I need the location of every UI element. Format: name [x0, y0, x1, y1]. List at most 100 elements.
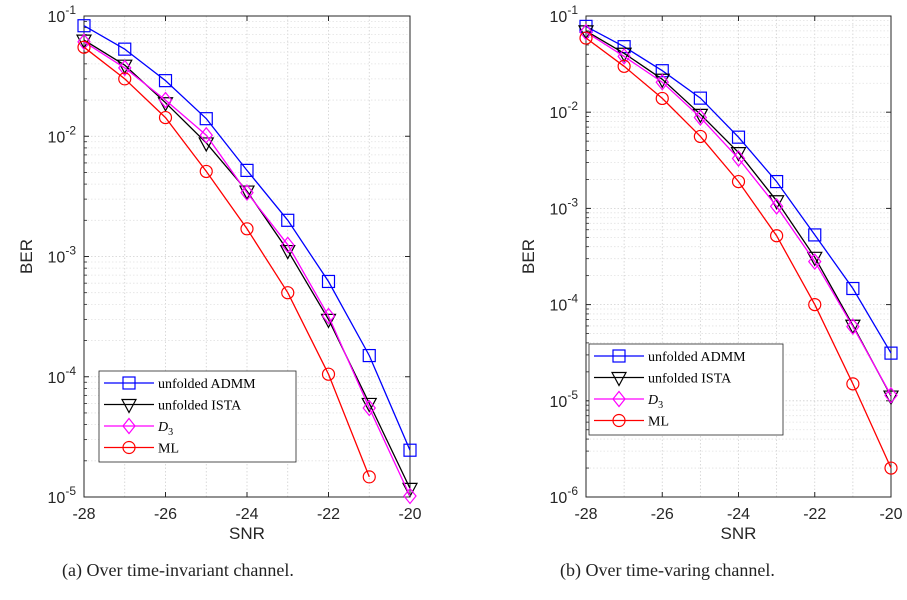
series-line: [83, 39, 411, 489]
marker-diamond: [321, 307, 336, 325]
marker-square: [240, 163, 254, 178]
marker-circle: [612, 413, 626, 428]
marker-diamond: [122, 417, 136, 435]
marker-circle: [77, 40, 91, 54]
marker-diamond: [362, 399, 377, 417]
marker-triangle: [238, 185, 256, 201]
marker-diamond: [280, 236, 295, 254]
y-tick-label: 10-2: [48, 123, 77, 146]
marker-square: [281, 213, 295, 227]
chart-a: -28 -26 -24 -22 -20 10-5 10-4 10-3 10-2 10-1 SNR BE…: [17, 3, 422, 543]
x-tick-label: -24: [235, 506, 258, 523]
legend-box: [98, 370, 297, 463]
marker-triangle: [577, 25, 595, 41]
y-tick-label: 10-3: [48, 244, 77, 267]
legend-label: unfolded ISTA: [648, 372, 732, 387]
marker-diamond: [612, 390, 626, 408]
caption-b: (b) Over time-varing channel.: [560, 560, 775, 580]
marker-circle: [240, 222, 254, 236]
y-tick-label: 10-5: [48, 484, 77, 507]
marker-triangle: [610, 371, 628, 387]
y-tick-label: 10-2: [550, 99, 579, 122]
marker-square: [655, 64, 669, 78]
marker-diamond: [846, 318, 860, 336]
x-tick-label: -20: [879, 506, 902, 523]
marker-diamond: [240, 184, 254, 202]
x-tick-label: -26: [651, 506, 674, 523]
marker-square: [362, 348, 376, 363]
legend-entry: unfolded ISTA: [594, 372, 732, 387]
legend-label: ML: [648, 415, 669, 430]
marker-circle: [281, 286, 295, 300]
marker-circle: [122, 440, 136, 455]
marker-diamond: [117, 59, 132, 77]
marker-diamond: [769, 197, 784, 215]
marker-diamond: [731, 150, 746, 167]
marker-diamond: [158, 91, 173, 109]
x-tick-label: -24: [727, 506, 750, 523]
marker-triangle: [157, 97, 174, 112]
legend-label: D3: [647, 393, 663, 411]
marker-circle: [770, 229, 784, 243]
marker-square: [846, 281, 860, 296]
marker-square: [612, 349, 626, 363]
marker-circle: [362, 470, 376, 484]
marker-diamond: [617, 47, 631, 65]
legend-box: [588, 343, 784, 436]
marker-diamond: [693, 109, 708, 127]
marker-diamond: [807, 253, 822, 271]
marker-diamond: [403, 487, 417, 505]
marker-diamond: [579, 23, 593, 41]
marker-diamond: [77, 33, 91, 51]
series-line: [83, 41, 411, 497]
series-line: [585, 30, 892, 397]
marker-circle: [808, 298, 822, 312]
marker-square: [77, 19, 91, 33]
legend-entry: unfolded ADMM: [594, 349, 746, 365]
marker-square: [199, 112, 213, 126]
marker-square: [770, 174, 784, 189]
marker-square: [118, 42, 132, 56]
marker-circle: [579, 31, 593, 45]
marker-circle: [321, 367, 336, 381]
marker-circle: [118, 72, 132, 86]
series-d3: [77, 33, 417, 505]
marker-circle: [199, 164, 213, 179]
legend: unfolded ADMM unfolded ISTA D3 ML: [588, 343, 784, 436]
marker-triangle: [120, 398, 138, 414]
y-tick-label: 10-4: [48, 364, 77, 387]
x-tick-label: -22: [317, 506, 340, 523]
legend-label: ML: [158, 442, 179, 457]
marker-diamond: [884, 386, 898, 404]
marker-triangle: [320, 313, 337, 329]
marker-square: [158, 74, 173, 88]
marker-circle: [731, 174, 746, 189]
x-tick-label: -26: [154, 506, 177, 523]
legend-label: D3: [157, 420, 173, 438]
y-tick-label: 10-1: [48, 3, 77, 26]
marker-square: [731, 130, 746, 144]
x-tick-label: -28: [72, 506, 95, 523]
y-tick-label: 10-3: [550, 195, 579, 218]
legend-entry: ML: [104, 440, 179, 457]
series-ml: [579, 31, 898, 475]
chart-b: -28 -26 -24 -22 -20 10-6 10-5 10-4 10-3 10-2 10-1 S…: [519, 3, 903, 543]
marker-square: [403, 443, 417, 457]
marker-square: [884, 346, 898, 360]
series-unfolded-admm: [77, 19, 417, 457]
series-d3: [579, 23, 898, 404]
marker-triangle: [198, 137, 215, 153]
marker-circle: [693, 129, 707, 144]
y-tick-label: 10-6: [550, 484, 579, 507]
y-tick-label: 10-4: [550, 292, 579, 315]
series-line: [585, 37, 892, 469]
y-tick-label: 10-1: [550, 3, 579, 26]
marker-square: [321, 274, 336, 289]
legend-label: unfolded ISTA: [158, 399, 242, 414]
marker-square: [808, 228, 822, 242]
marker-circle: [617, 59, 631, 73]
x-tick-label: -20: [398, 506, 421, 523]
caption-a: (a) Over time-invariant channel.: [62, 560, 294, 580]
legend-entry: D3: [594, 390, 663, 411]
